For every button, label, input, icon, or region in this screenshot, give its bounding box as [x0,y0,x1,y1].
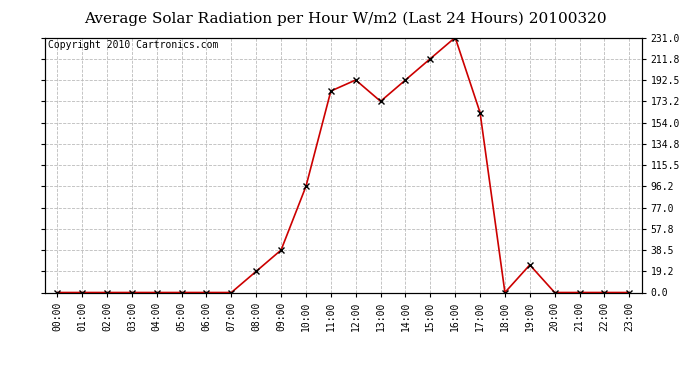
Text: Copyright 2010 Cartronics.com: Copyright 2010 Cartronics.com [48,40,218,50]
Text: Average Solar Radiation per Hour W/m2 (Last 24 Hours) 20100320: Average Solar Radiation per Hour W/m2 (L… [83,11,607,26]
